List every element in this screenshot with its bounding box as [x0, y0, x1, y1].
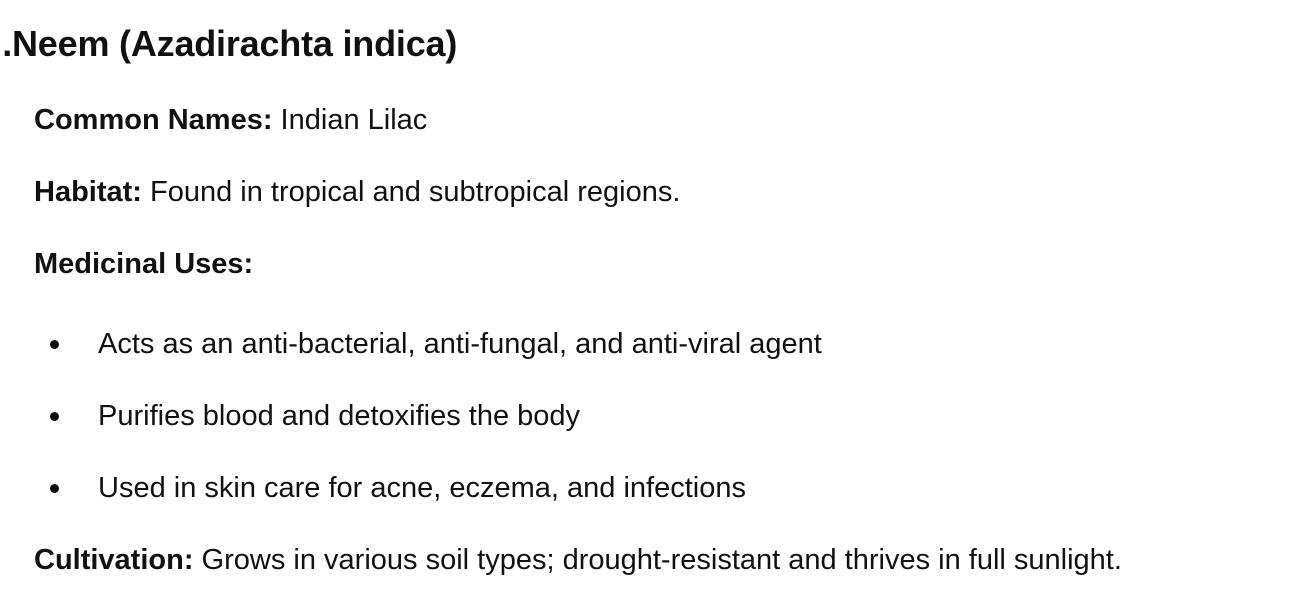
- medicinal-uses-label: Medicinal Uses:: [34, 248, 254, 280]
- common-names-value: Indian Lilac: [272, 104, 428, 136]
- common-names-label: Common Names:: [34, 104, 273, 136]
- list-item-text: Purifies blood and detoxifies the body: [98, 400, 581, 432]
- habitat-label: Habitat:: [34, 176, 142, 208]
- bullet-icon: [50, 412, 59, 421]
- cultivation-label: Cultivation:: [34, 544, 194, 576]
- habitat-row: Habitat: Found in tropical and subtropic…: [34, 172, 680, 212]
- section-heading: .Neem (Azadirachta indica): [0, 20, 457, 68]
- section-number: .: [2, 23, 12, 64]
- bullet-icon: [50, 340, 59, 349]
- list-item-text: Used in skin care for acne, eczema, and …: [98, 472, 746, 504]
- cultivation-value: Grows in various soil types; drought-res…: [193, 544, 1122, 576]
- habitat-value: Found in tropical and subtropical region…: [141, 176, 681, 208]
- list-item-text: Acts as an anti-bacterial, anti-fungal, …: [98, 328, 822, 360]
- bullet-icon: [50, 484, 59, 493]
- medicinal-uses-row: Medicinal Uses:: [34, 244, 253, 284]
- cultivation-row: Cultivation: Grows in various soil types…: [34, 540, 1122, 580]
- common-names-row: Common Names: Indian Lilac: [34, 100, 427, 140]
- section-title: Neem (Azadirachta indica): [12, 23, 458, 64]
